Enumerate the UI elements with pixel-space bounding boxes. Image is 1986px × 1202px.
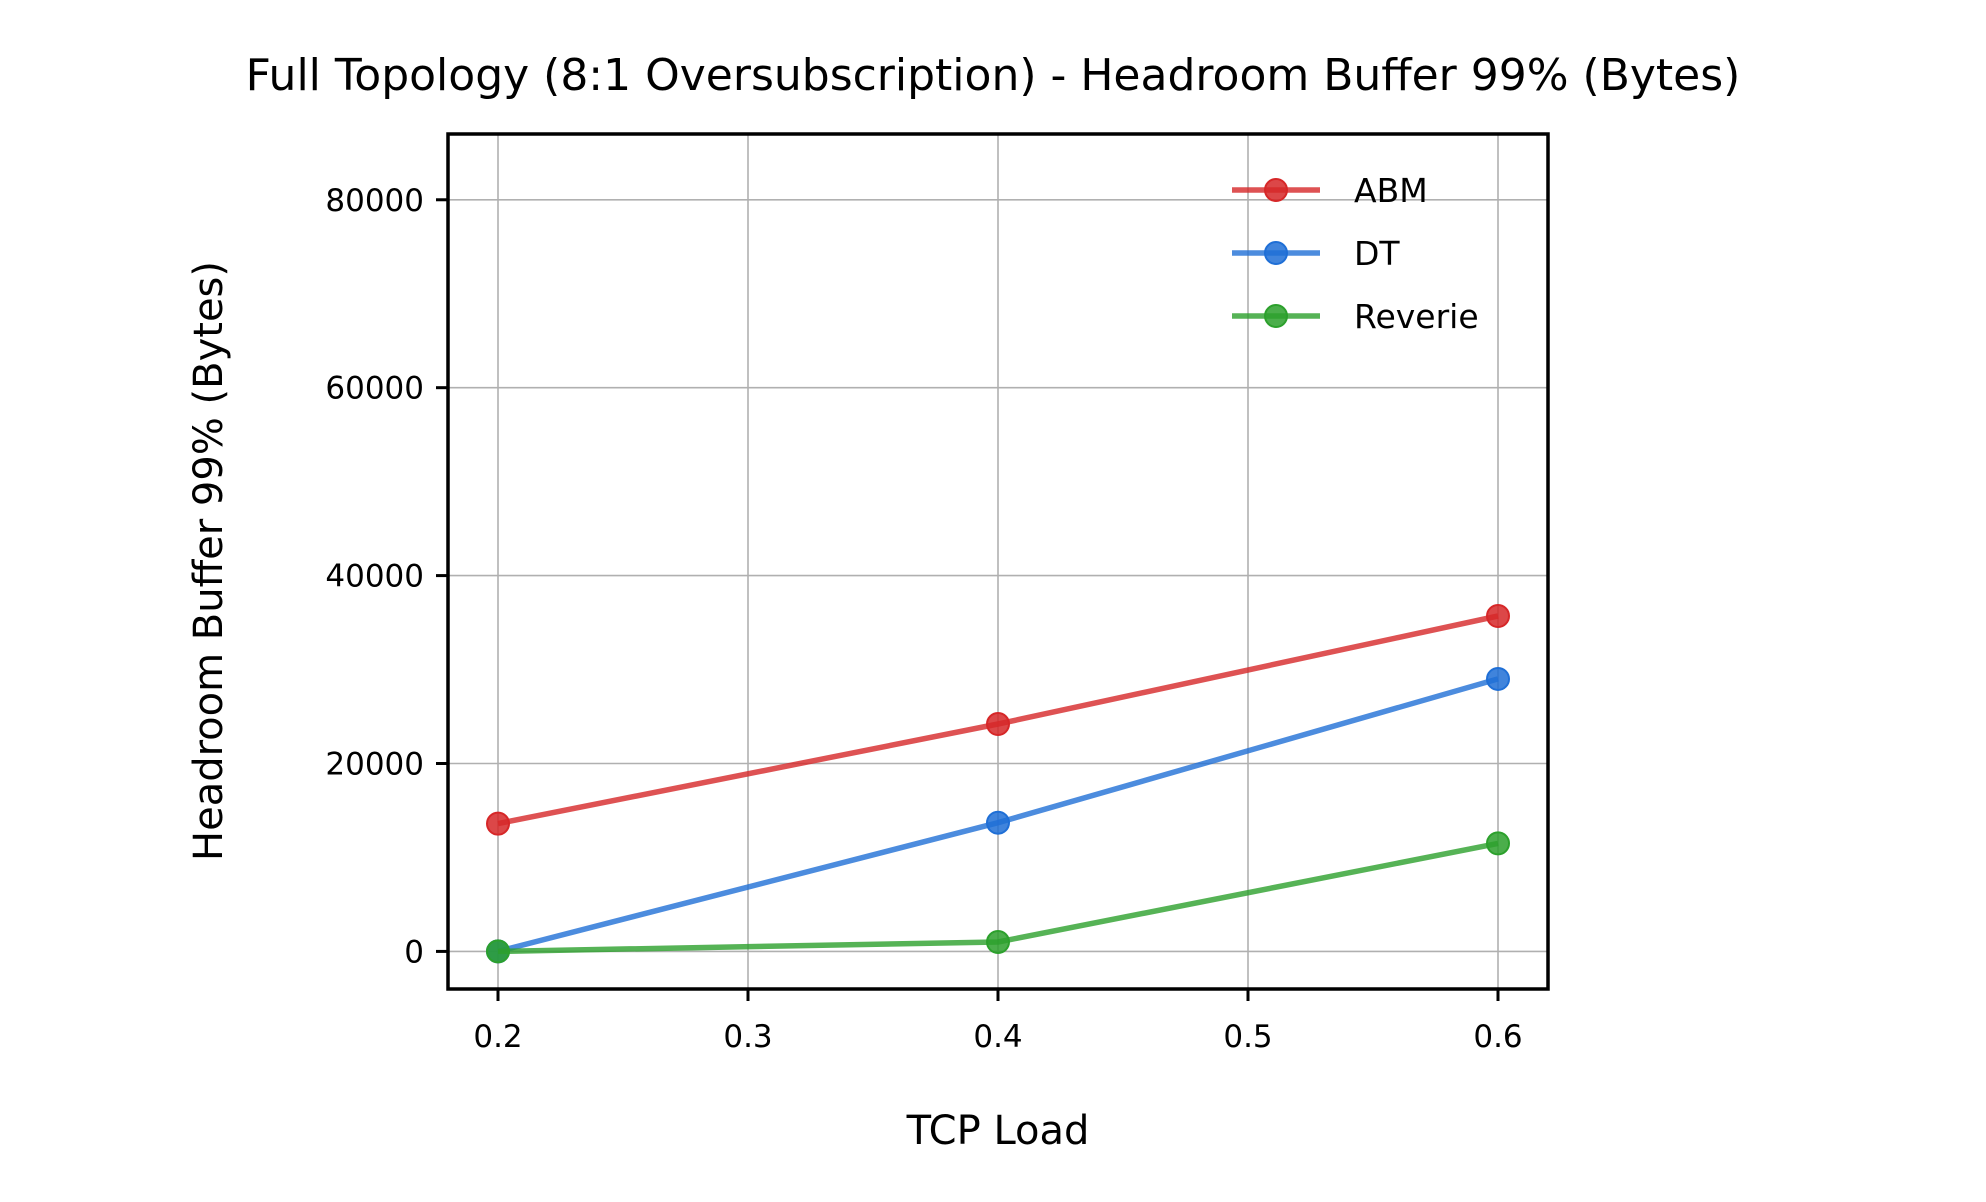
data-point-dt <box>1486 666 1510 691</box>
chart-title: Full Topology (8:1 Oversubscription) - H… <box>246 50 1741 101</box>
y-tick-label: 0 <box>404 934 424 970</box>
y-tick-label: 80000 <box>325 183 424 219</box>
data-point-abm <box>1486 603 1510 628</box>
data-point-reverie <box>1486 831 1510 856</box>
data-point-reverie <box>486 939 510 964</box>
x-tick-label: 0.2 <box>473 1019 522 1055</box>
series-layer <box>486 603 1510 964</box>
data-point-abm <box>986 712 1010 737</box>
y-axis-ticks: 0 20000 40000 60000 80000 <box>325 183 448 970</box>
legend-marker-abm <box>1264 178 1288 202</box>
legend-label-reverie: Reverie <box>1354 297 1479 336</box>
y-tick-label: 20000 <box>325 747 424 783</box>
legend-label-abm: ABM <box>1354 171 1428 210</box>
x-tick-label: 0.6 <box>1473 1019 1522 1055</box>
y-tick-label: 60000 <box>325 371 424 407</box>
x-tick-label: 0.5 <box>1223 1019 1272 1055</box>
y-axis-label: Headroom Buffer 99% (Bytes) <box>186 261 232 861</box>
x-tick-label: 0.3 <box>723 1019 772 1055</box>
data-point-abm <box>486 811 510 836</box>
legend-marker-reverie <box>1264 304 1288 328</box>
x-axis-label: TCP Load <box>906 1108 1090 1154</box>
y-tick-label: 40000 <box>325 559 424 595</box>
legend-label-dt: DT <box>1354 234 1400 273</box>
data-point-reverie <box>986 930 1010 955</box>
x-tick-label: 0.4 <box>973 1019 1022 1055</box>
legend: ABM DT Reverie <box>1232 171 1479 336</box>
legend-marker-dt <box>1264 241 1288 265</box>
data-point-dt <box>986 810 1010 835</box>
x-axis-ticks: 0.2 0.3 0.4 0.5 0.6 <box>473 989 1523 1055</box>
